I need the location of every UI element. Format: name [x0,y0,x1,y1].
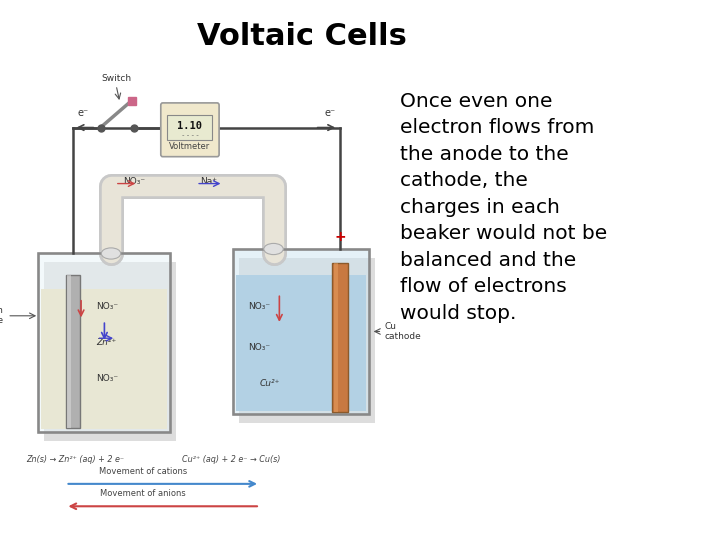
FancyBboxPatch shape [238,258,374,423]
Text: Zn
anode: Zn anode [0,306,4,326]
Text: Voltmeter: Voltmeter [169,142,210,151]
Text: Zn²⁺: Zn²⁺ [96,338,117,347]
Text: 1.10: 1.10 [177,121,202,131]
Text: Switch: Switch [101,74,131,83]
Text: +: + [334,230,346,244]
FancyBboxPatch shape [68,275,71,428]
Ellipse shape [102,248,121,259]
Text: NO₃⁻: NO₃⁻ [122,177,145,186]
Text: Movement of anions: Movement of anions [100,489,186,498]
Text: NO₃⁻: NO₃⁻ [96,374,119,383]
Text: - - - -: - - - - [181,132,198,138]
FancyBboxPatch shape [332,263,348,412]
Text: Cu²⁺ (aq) + 2 e⁻ → Cu(s): Cu²⁺ (aq) + 2 e⁻ → Cu(s) [182,455,281,464]
FancyBboxPatch shape [233,248,369,414]
Ellipse shape [264,244,283,255]
Text: Na⁺: Na⁺ [200,177,217,186]
FancyBboxPatch shape [334,263,338,412]
FancyBboxPatch shape [42,289,167,429]
FancyBboxPatch shape [161,103,219,157]
Text: e⁻: e⁻ [325,109,336,118]
FancyBboxPatch shape [66,275,81,428]
Text: Zn(s) → Zn²⁺ (aq) + 2 e⁻: Zn(s) → Zn²⁺ (aq) + 2 e⁻ [27,455,125,464]
Text: Cu²⁺: Cu²⁺ [260,379,280,388]
Text: NO₃⁻: NO₃⁻ [248,302,271,312]
FancyBboxPatch shape [44,262,176,441]
Text: Cu
cathode: Cu cathode [384,322,421,341]
Text: Movement of cations: Movement of cations [99,467,187,476]
Text: Voltaic Cells: Voltaic Cells [197,22,408,51]
FancyBboxPatch shape [38,253,171,433]
FancyBboxPatch shape [236,275,366,411]
Text: e⁻: e⁻ [78,109,89,118]
Text: NO₃⁻: NO₃⁻ [248,343,271,352]
Text: NO₃⁻: NO₃⁻ [96,302,119,312]
Text: Once even one
electron flows from
the anode to the
cathode, the
charges in each
: Once even one electron flows from the an… [400,92,607,323]
FancyBboxPatch shape [167,115,212,140]
